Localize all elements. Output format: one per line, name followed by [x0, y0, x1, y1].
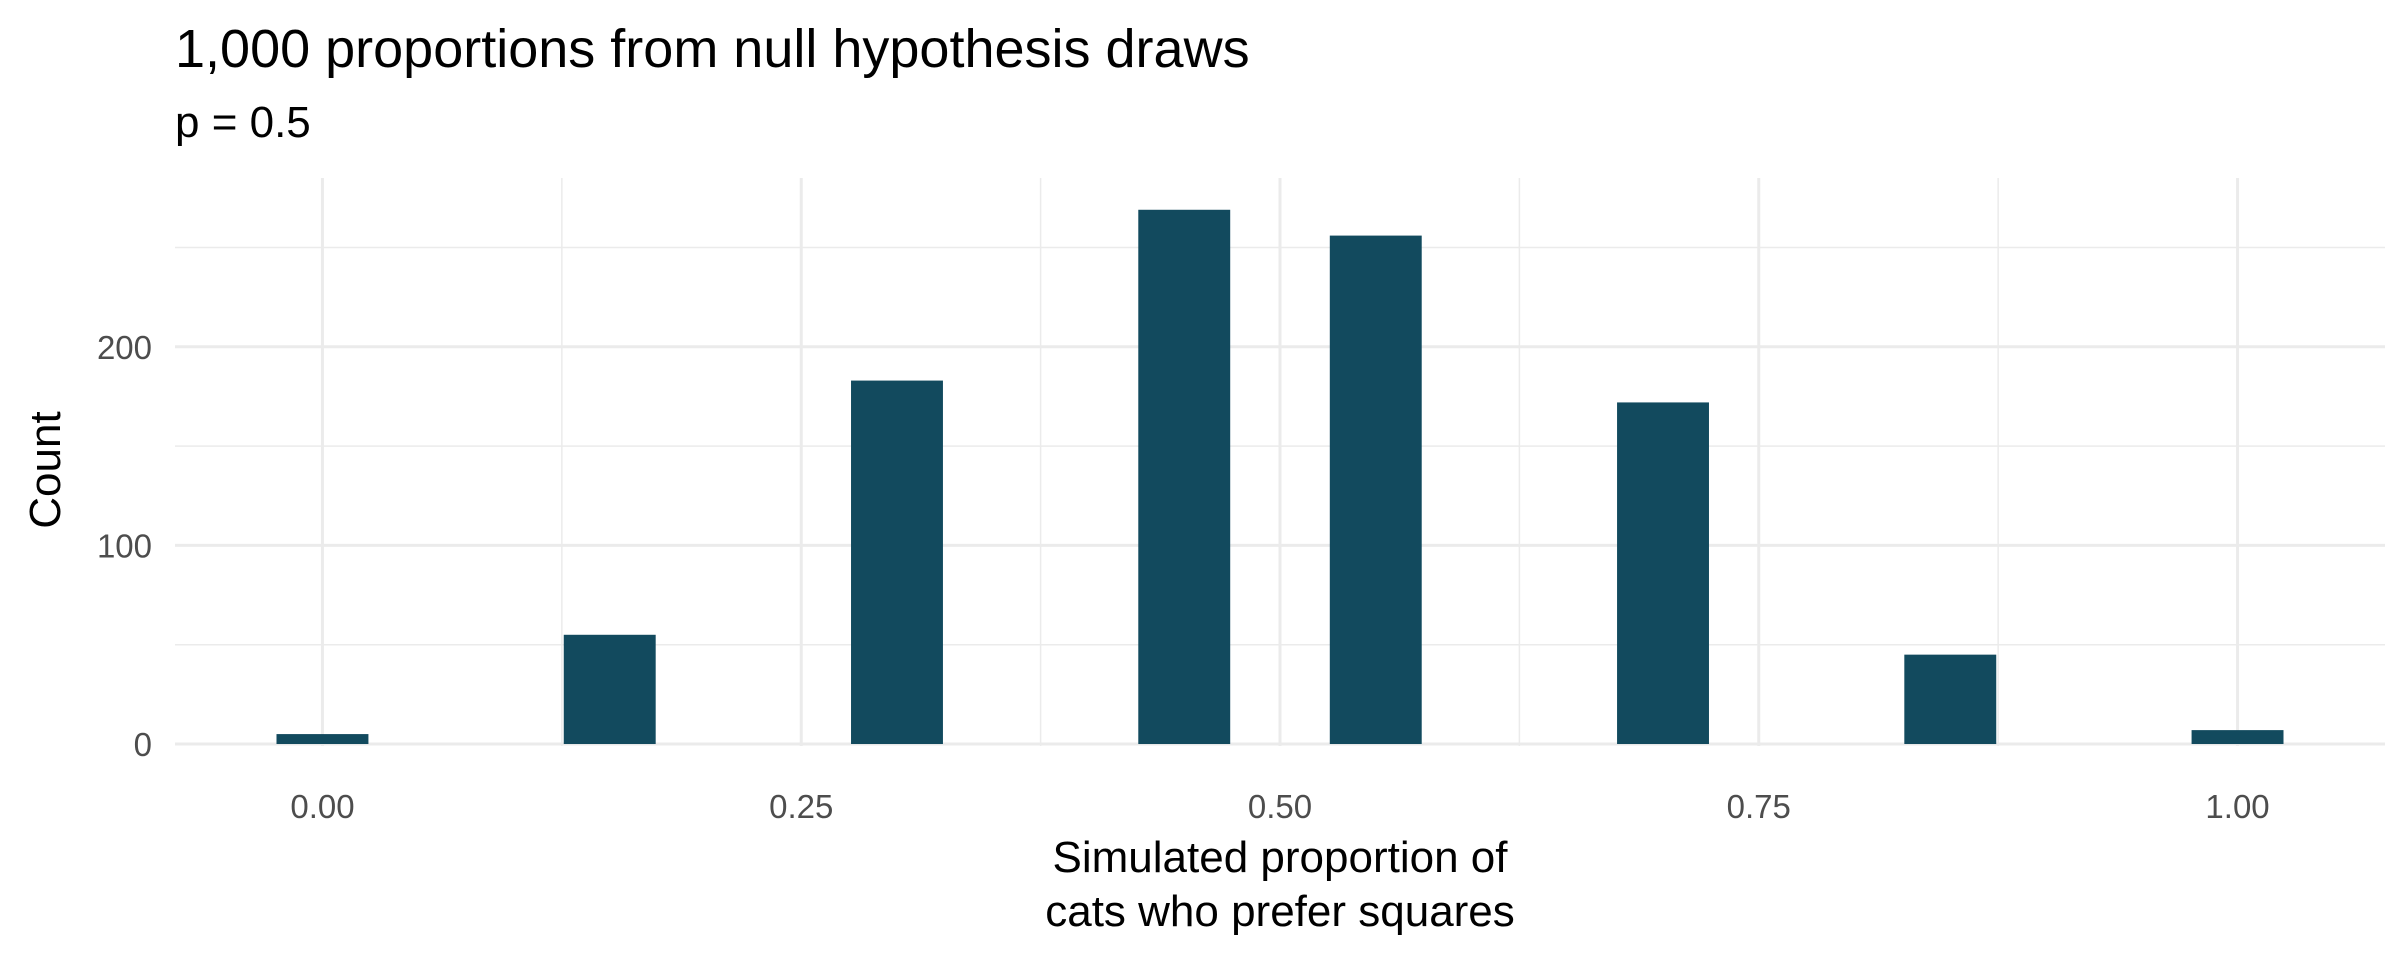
- bar: [1904, 654, 1997, 745]
- y-tick-label: 200: [97, 329, 152, 366]
- grid-lines: [175, 178, 2385, 746]
- bar: [2191, 730, 2284, 745]
- chart-subtitle: p = 0.5: [175, 98, 311, 147]
- bar: [1617, 402, 1709, 745]
- y-axis-title: Count: [21, 411, 70, 528]
- x-tick-label: 0.00: [290, 788, 354, 825]
- bar: [276, 734, 369, 745]
- x-tick-labels: 0.00 0.25 0.50 0.75 1.00: [290, 788, 2269, 825]
- x-tick-label: 0.50: [1248, 788, 1312, 825]
- bar: [1138, 209, 1231, 745]
- x-axis-title-line-2: cats who prefer squares: [1045, 887, 1515, 936]
- y-tick-label: 100: [97, 527, 152, 564]
- y-tick-label: 0: [134, 726, 152, 763]
- bar: [1329, 235, 1422, 745]
- bars: [276, 209, 2284, 745]
- x-tick-label: 0.25: [769, 788, 833, 825]
- chart-title: 1,000 proportions from null hypothesis d…: [175, 19, 1250, 79]
- x-tick-label: 0.75: [1727, 788, 1791, 825]
- bar: [563, 634, 656, 745]
- x-axis-title-line-1: Simulated proportion of: [1053, 833, 1509, 882]
- y-tick-labels: 0 100 200: [97, 329, 152, 763]
- bar: [851, 380, 943, 745]
- x-tick-label: 1.00: [2205, 788, 2269, 825]
